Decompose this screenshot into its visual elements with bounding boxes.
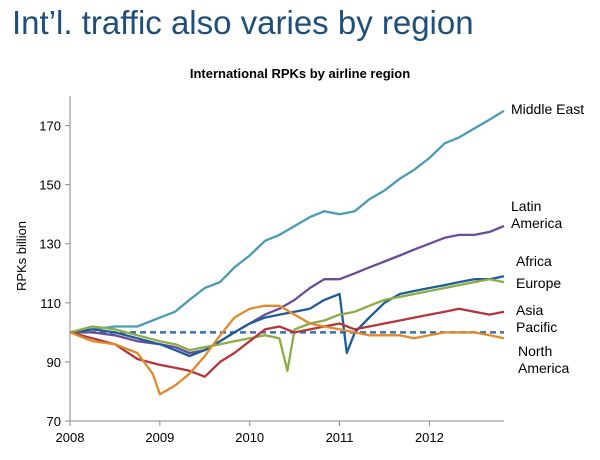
y-tick-label: 130 [39,237,61,252]
y-tick-label: 170 [39,119,61,134]
series-label-north-america: North [518,343,552,359]
y-tick-label: 150 [39,178,61,193]
series-label-north-america: America [518,360,570,376]
series-line-north-america [69,304,505,396]
series-line-africa [69,275,505,358]
chart-axes: 70 90 110 130 150 170 2008 2009 2010 2011 2012 [39,96,504,445]
y-axis-label: RPKs billion [14,221,29,291]
series-label-asia-pacific: Asia [516,302,543,318]
series-label-latin-america: America [511,215,563,231]
x-tick-label: 2008 [56,430,85,445]
series-label-latin-america: Latin [511,198,541,214]
series-labels: Middle EastLatinAmericaAfricaEuropeAsiaP… [511,101,584,376]
y-tick-label: 70 [47,414,61,429]
x-tick-label: 2011 [326,430,354,445]
x-tick-label: 2009 [145,430,174,445]
series-label-middle-east: Middle East [511,101,584,117]
series-line-asia-pacific [69,307,505,378]
y-tick-label: 110 [40,296,61,311]
series-label-europe: Europe [516,275,561,291]
series-line-middle-east [69,109,505,334]
chart-title: International RPKs by airline region [189,66,411,81]
series-line-latin-america [70,224,505,355]
series-label-asia-pacific: Pacific [516,319,557,335]
series-label-africa: Africa [516,253,552,269]
x-tick-label: 2012 [415,430,444,445]
series-line-europe [69,278,505,372]
slide-title: Int’l. traffic also varies by region [12,4,474,41]
y-tick-label: 90 [47,355,61,370]
x-tick-label: 2010 [235,430,264,445]
series-layer [69,109,505,396]
